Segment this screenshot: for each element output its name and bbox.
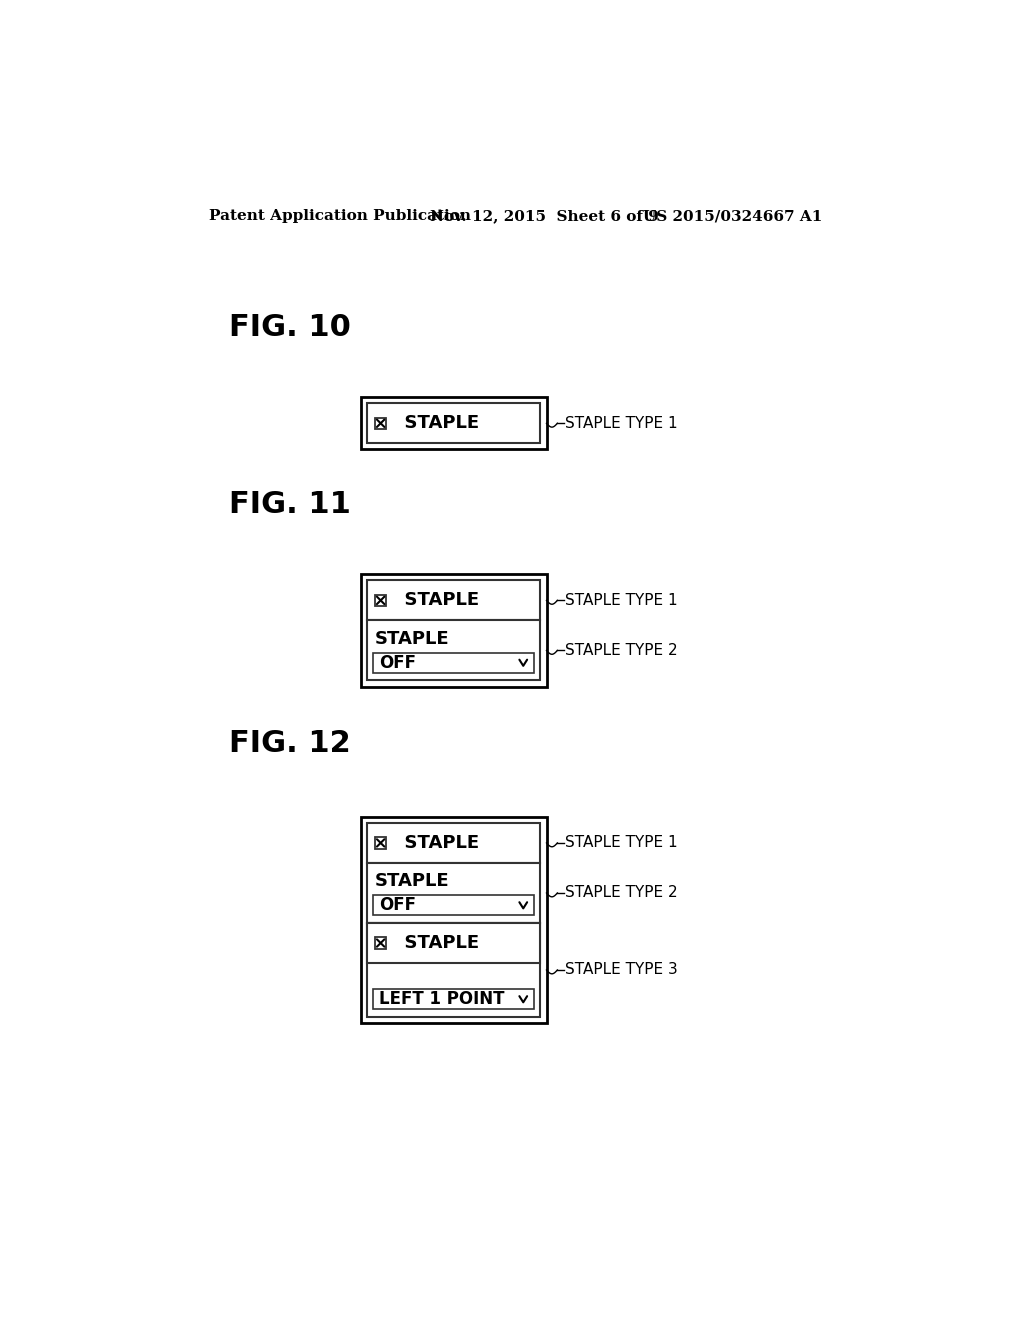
Text: Patent Application Publication: Patent Application Publication [209,209,471,223]
Text: Nov. 12, 2015  Sheet 6 of 9: Nov. 12, 2015 Sheet 6 of 9 [430,209,659,223]
Text: LEFT 1 POINT: LEFT 1 POINT [379,990,505,1008]
Bar [360,574,547,686]
Text: STAPLE: STAPLE [391,935,478,952]
Bar [373,895,535,915]
Bar [375,937,386,949]
Text: FIG. 12: FIG. 12 [228,729,350,758]
Bar [375,837,386,849]
Text: STAPLE TYPE 1: STAPLE TYPE 1 [565,593,678,609]
Bar [367,863,541,923]
Text: STAPLE TYPE 1: STAPLE TYPE 1 [565,416,678,430]
Text: STAPLE TYPE 2: STAPLE TYPE 2 [565,643,678,657]
Bar [367,404,541,444]
Bar [360,817,547,1023]
Text: STAPLE: STAPLE [391,591,478,610]
Bar [367,581,541,620]
Bar [373,989,535,1010]
Text: FIG. 11: FIG. 11 [228,491,350,519]
Text: US 2015/0324667 A1: US 2015/0324667 A1 [643,209,822,223]
Text: STAPLE TYPE 3: STAPLE TYPE 3 [565,962,678,978]
Bar [367,620,541,681]
Text: OFF: OFF [379,653,416,672]
Bar [367,822,541,863]
Bar [375,594,386,606]
Bar [373,653,535,673]
Text: STAPLE TYPE 1: STAPLE TYPE 1 [565,836,678,850]
Text: STAPLE: STAPLE [391,414,478,432]
Bar [367,923,541,964]
Bar [360,397,547,449]
Text: STAPLE TYPE 2: STAPLE TYPE 2 [565,886,678,900]
Text: STAPLE: STAPLE [391,834,478,851]
Text: STAPLE: STAPLE [375,630,450,648]
Text: FIG. 10: FIG. 10 [228,313,350,342]
Bar [367,923,541,1016]
Text: STAPLE: STAPLE [375,873,450,890]
Bar [375,417,386,429]
Text: OFF: OFF [379,896,416,915]
